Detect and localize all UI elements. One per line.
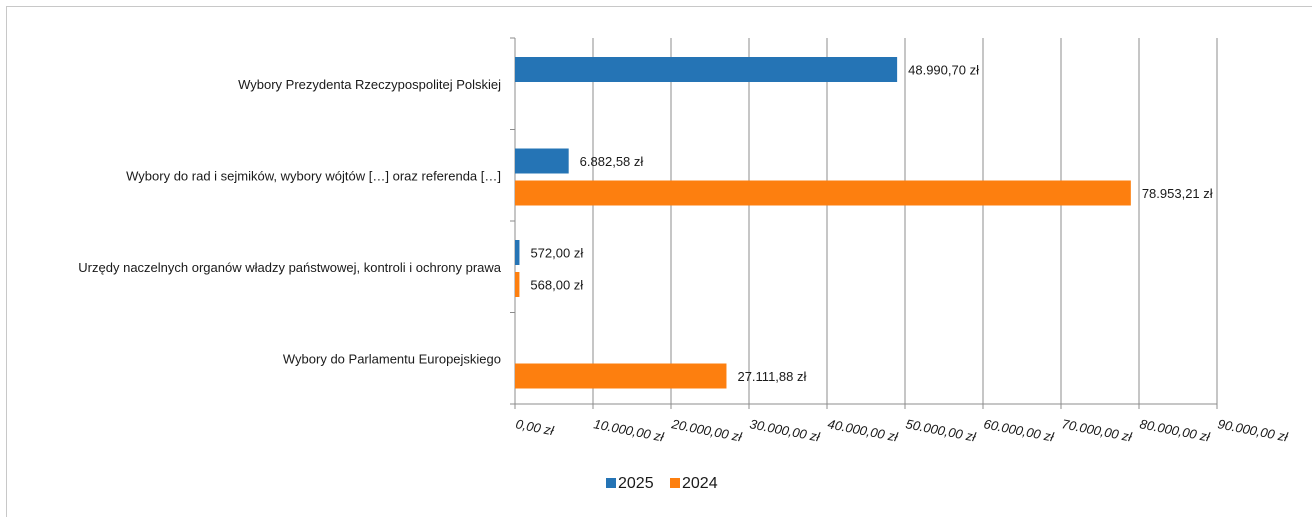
x-tick-label: 50.000,00 zł — [904, 416, 977, 444]
category-label: Urzędy naczelnych organów władzy państwo… — [78, 260, 501, 275]
bar-2024 — [515, 363, 727, 389]
bar-2025 — [515, 57, 898, 82]
x-tick-label: 80.000,00 zł — [1138, 416, 1211, 444]
legend-swatch-2024 — [670, 478, 680, 488]
data-label: 572,00 zł — [530, 246, 583, 261]
x-tick-label: 10.000,00 zł — [592, 416, 665, 444]
x-tick-label: 30.000,00 zł — [748, 416, 821, 444]
legend-swatch-2025 — [606, 478, 616, 488]
legend-label: 2025 — [618, 475, 654, 492]
bar-2024 — [515, 180, 1131, 206]
x-tick-label: 70.000,00 zł — [1060, 416, 1133, 444]
category-label: Wybory do Parlamentu Europejskiego — [283, 351, 501, 366]
bar-2025 — [515, 148, 569, 174]
data-label: 78.953,21 zł — [1142, 186, 1213, 201]
bar-2025 — [515, 240, 520, 265]
category-label: Wybory do rad i sejmików, wybory wójtów … — [126, 168, 501, 183]
legend-label: 2024 — [682, 475, 718, 492]
x-tick-label: 90.000,00 zł — [1216, 416, 1289, 444]
data-label: 48.990,70 zł — [908, 63, 979, 78]
x-tick-label: 60.000,00 zł — [982, 416, 1055, 444]
data-label: 27.111,88 zł — [737, 369, 806, 384]
x-tick-label: 20.000,00 zł — [669, 416, 743, 445]
data-label: 6.882,58 zł — [580, 154, 644, 169]
x-tick-label: 40.000,00 zł — [826, 416, 899, 444]
x-tick-label: 0,00 zł — [514, 416, 556, 438]
bar-2024 — [515, 272, 520, 297]
chart-frame — [6, 6, 1312, 517]
category-label: Wybory Prezydenta Rzeczypospolitej Polsk… — [238, 77, 501, 92]
data-label: 568,00 zł — [530, 278, 583, 293]
